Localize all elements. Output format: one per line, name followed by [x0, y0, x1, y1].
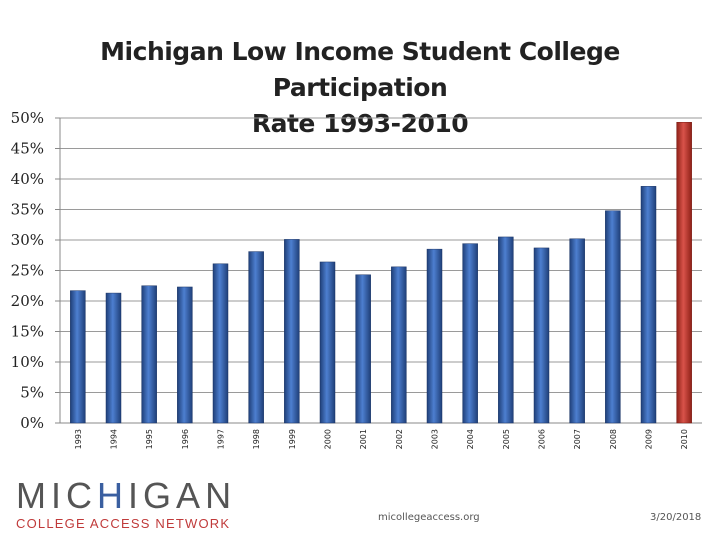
chart-title: Michigan Low Income Student College Part…	[20, 34, 700, 142]
y-tick-label: 10%	[11, 353, 44, 371]
y-tick-label: 5%	[20, 384, 44, 402]
y-tick-label: 15%	[11, 323, 44, 341]
logo-letter: I	[128, 475, 144, 516]
bar-2006	[533, 247, 550, 424]
logo-letter: C	[66, 475, 98, 516]
logo-letter: I	[51, 475, 67, 516]
x-tick-label: 1993	[74, 429, 83, 449]
footer-url: micollegeaccess.org	[378, 512, 480, 523]
bar-1998	[248, 251, 264, 424]
x-tick-label: 1998	[252, 429, 261, 449]
x-tick-label: 2003	[431, 429, 440, 449]
bar-2003	[426, 248, 443, 424]
x-tick-label: 2005	[502, 429, 511, 449]
x-tick-label: 2010	[680, 429, 689, 449]
bar-2005	[498, 236, 514, 424]
bar-1999	[284, 239, 300, 424]
y-tick-label: 35%	[11, 201, 44, 219]
bar-1997	[212, 263, 229, 424]
y-tick-label: 50%	[11, 109, 44, 127]
bar-1996	[177, 286, 193, 424]
logo-letter: A	[176, 475, 206, 516]
x-tick-label: 1994	[110, 429, 119, 449]
bar-2008	[605, 210, 621, 424]
x-axis-ticks: 1993 1994 1995 1996 1997 1998 1999 2000 2001 2002…	[74, 429, 689, 449]
x-tick-label: 2001	[359, 429, 368, 449]
x-tick-label: 1995	[145, 429, 154, 449]
logo-wordmark: MICHIGAN	[16, 478, 236, 514]
x-tick-label: 2009	[645, 429, 654, 449]
michigan-college-access-logo: MICHIGAN COLLEGE ACCESS NETWORK	[16, 478, 236, 532]
y-tick-label: 45%	[11, 140, 44, 158]
bar-1993	[70, 290, 86, 424]
x-tick-label: 1999	[288, 429, 297, 449]
y-tick-label: 40%	[11, 170, 44, 188]
x-tick-label: 1997	[217, 429, 226, 449]
x-tick-label: 2007	[573, 429, 582, 449]
axes	[55, 117, 702, 424]
logo-letter: M	[16, 475, 51, 516]
chart-title-line1: Michigan Low Income Student College Part…	[100, 37, 620, 102]
bar-2004	[462, 243, 478, 424]
bar-2007	[569, 238, 585, 424]
bar-2009	[640, 186, 657, 424]
logo-subtitle: COLLEGE ACCESS NETWORK	[16, 516, 231, 531]
logo-letter: H	[97, 475, 129, 516]
footer-date: 3/20/2018	[650, 512, 702, 523]
x-tick-label: 2006	[538, 429, 547, 449]
logo-letter: G	[143, 475, 177, 516]
x-tick-label: 2000	[324, 429, 333, 449]
bar-1995	[141, 285, 157, 424]
x-tick-label: 2008	[609, 429, 618, 449]
gridlines	[60, 117, 702, 424]
bar-2000	[319, 261, 336, 424]
bars	[70, 122, 692, 424]
y-tick-label: 25%	[11, 262, 44, 280]
bar-2002	[391, 266, 407, 424]
y-axis-ticks: 0% 5% 10% 15% 20% 25% 30% 35% 40% 45% 50%	[11, 109, 44, 432]
y-tick-label: 30%	[11, 231, 44, 249]
bar-1994	[105, 292, 122, 424]
chart-title-line2: Rate 1993-2010	[251, 109, 469, 138]
logo-letter: N	[205, 475, 237, 516]
bar-chart: 0% 5% 10% 15% 20% 25% 30% 35% 40% 45% 50% 1993 1994…	[11, 109, 702, 449]
x-tick-label: 2004	[466, 429, 475, 449]
x-tick-label: 2002	[395, 429, 404, 449]
bar-2010	[676, 122, 692, 424]
bar-2001	[355, 274, 371, 424]
x-tick-label: 1996	[181, 429, 190, 449]
y-tick-label: 20%	[11, 292, 44, 310]
y-tick-label: 0%	[20, 414, 44, 432]
